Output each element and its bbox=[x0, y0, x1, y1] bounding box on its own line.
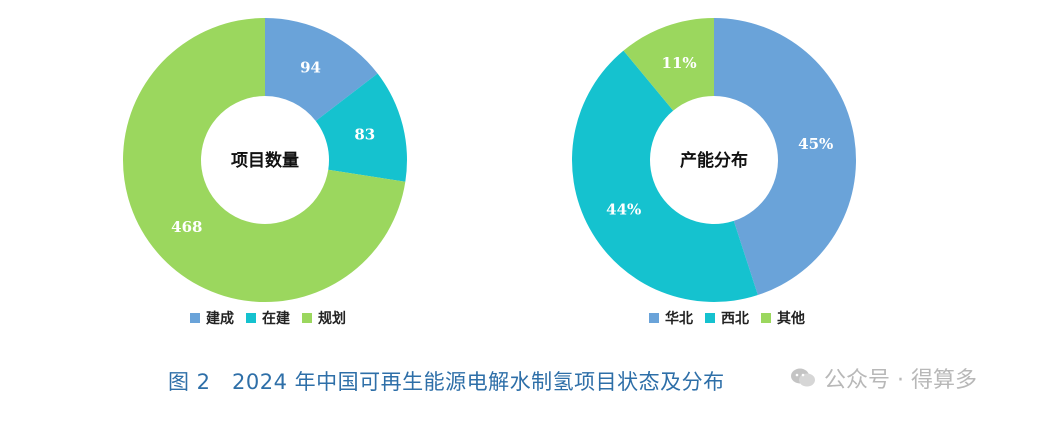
data-label-西北: 44% bbox=[606, 201, 641, 219]
watermark-text: 公众号 · 得算多 bbox=[824, 368, 977, 393]
legend-item-其他: 其他 bbox=[761, 308, 805, 328]
donut-chart-capacity-distribution: 45% 44% 11% 产能分布 bbox=[572, 18, 856, 302]
slice-规划 bbox=[123, 18, 406, 302]
legend-swatch bbox=[761, 313, 771, 323]
legend-label: 其他 bbox=[777, 311, 805, 327]
legend-swatch bbox=[190, 313, 200, 323]
legend-label: 华北 bbox=[665, 311, 693, 327]
legend-swatch bbox=[705, 313, 715, 323]
donut-chart-project-count: 94 83 468 项目数量 bbox=[123, 18, 407, 302]
data-label-华北: 45% bbox=[798, 135, 833, 153]
watermark: 公众号 · 得算多 bbox=[790, 362, 977, 394]
data-label-在建: 83 bbox=[354, 125, 375, 143]
legend-capacity-distribution: 华北 西北 其他 bbox=[649, 308, 805, 328]
slice-建成 bbox=[265, 18, 378, 122]
slice-西北 bbox=[572, 50, 758, 302]
legend-item-华北: 华北 bbox=[649, 308, 693, 328]
legend-project-count: 建成 在建 规划 bbox=[190, 308, 346, 328]
slice-华北 bbox=[714, 18, 856, 296]
legend-label: 西北 bbox=[721, 311, 749, 327]
data-label-建成: 94 bbox=[300, 59, 321, 77]
legend-item-规划: 规划 bbox=[302, 308, 346, 328]
data-label-规划: 468 bbox=[171, 218, 202, 236]
wechat-icon bbox=[791, 368, 815, 387]
legend-item-在建: 在建 bbox=[246, 308, 290, 328]
center-label: 产能分布 bbox=[680, 150, 748, 171]
center-label: 项目数量 bbox=[231, 150, 299, 171]
legend-label: 规划 bbox=[318, 311, 346, 327]
slice-其他 bbox=[623, 18, 714, 111]
legend-label: 建成 bbox=[206, 311, 234, 327]
legend-swatch bbox=[246, 313, 256, 323]
legend-item-西北: 西北 bbox=[705, 308, 749, 328]
figure-caption: 图 2 2024 年中国可再生能源电解水制氢项目状态及分布 bbox=[168, 370, 725, 394]
legend-label: 在建 bbox=[262, 311, 290, 327]
legend-item-建成: 建成 bbox=[190, 308, 234, 328]
slice-在建 bbox=[315, 73, 407, 182]
legend-swatch bbox=[302, 313, 312, 323]
data-label-其他: 11% bbox=[662, 54, 697, 72]
legend-swatch bbox=[649, 313, 659, 323]
